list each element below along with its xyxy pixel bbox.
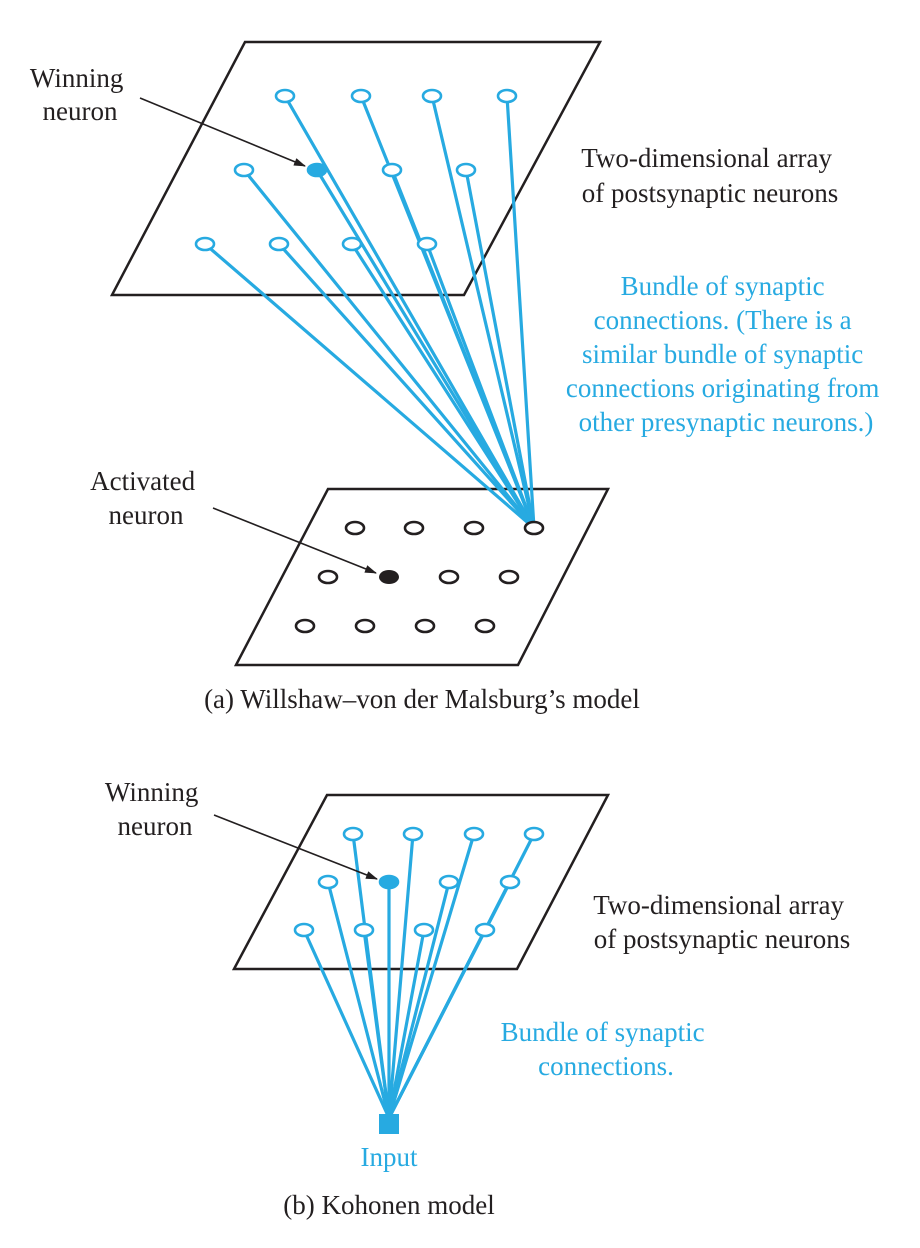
- connection-line: [387, 928, 426, 1120]
- array-label-b: Two-dimensional array of postsynaptic ne…: [593, 890, 851, 954]
- postsynaptic-neuron: [342, 826, 364, 842]
- array-label-a: Two-dimensional array of postsynaptic ne…: [581, 143, 839, 208]
- postsynaptic-neuron: [233, 162, 255, 178]
- postsynaptic-neuron: [474, 922, 496, 938]
- connection-line: [387, 832, 476, 1120]
- presynaptic-neuron: [438, 569, 460, 585]
- connection-line: [315, 168, 536, 530]
- postsynaptic-plane-a: [109, 40, 603, 297]
- presynaptic-plane-a: [233, 487, 611, 667]
- bundle-label-b: Bundle of synaptic connections.: [501, 1017, 712, 1081]
- winning-neuron-label-a: Winning neuron: [30, 63, 130, 126]
- presynaptic-neurons-a: [294, 520, 545, 634]
- winning-neuron-b: [378, 874, 400, 890]
- panel-a: Winning neuron Two-dimensional array of …: [30, 40, 886, 714]
- synaptic-bundle-a: [203, 94, 536, 530]
- connection-line: [387, 880, 451, 1120]
- postsynaptic-neuron: [455, 162, 477, 178]
- connection-line: [387, 832, 415, 1120]
- presynaptic-neuron: [474, 618, 496, 634]
- caption-a: (a) Willshaw–von der Malsburg’s model: [204, 684, 640, 714]
- connection-line: [425, 242, 536, 530]
- bundle-label-a: Bundle of synaptic connections. (There i…: [566, 271, 886, 437]
- postsynaptic-neuron: [293, 922, 315, 938]
- connection-line: [362, 928, 391, 1120]
- presynaptic-neuron: [294, 618, 316, 634]
- caption-b: (b) Kohonen model: [283, 1190, 494, 1220]
- activated-neuron: [379, 570, 399, 584]
- winning-neuron-pointer-a: [139, 97, 306, 167]
- connection-line: [283, 94, 536, 530]
- presynaptic-neuron: [523, 520, 545, 536]
- connection-line: [326, 880, 391, 1120]
- winning-neuron-pointer-b: [213, 814, 378, 880]
- presynaptic-neuron: [414, 618, 436, 634]
- activated-neuron-label: Activated neuron: [90, 466, 202, 530]
- postsynaptic-neuron: [353, 922, 375, 938]
- postsynaptic-neuron: [268, 236, 290, 252]
- postsynaptic-neuron: [317, 874, 339, 890]
- postsynaptic-neuron: [421, 88, 443, 104]
- postsynaptic-neurons-a: [194, 88, 518, 252]
- connection-line: [203, 242, 536, 530]
- connection-line: [430, 94, 536, 530]
- presynaptic-neuron: [463, 520, 485, 536]
- postsynaptic-neuron: [499, 874, 521, 890]
- connection-line: [464, 168, 536, 530]
- presynaptic-neuron: [403, 520, 425, 536]
- connection-line: [387, 928, 487, 1120]
- input-node: [379, 1114, 399, 1134]
- winning-neuron-label-b: Winning neuron: [105, 777, 205, 841]
- postsynaptic-neuron: [350, 88, 372, 104]
- postsynaptic-neuron: [416, 236, 438, 252]
- connection-line: [302, 928, 391, 1120]
- connection-line: [242, 168, 536, 530]
- synaptic-bundle-b: [302, 832, 536, 1120]
- postsynaptic-neuron: [438, 874, 460, 890]
- postsynaptic-plane-b: [231, 793, 611, 971]
- input-label: Input: [361, 1142, 418, 1172]
- postsynaptic-neuron: [381, 162, 403, 178]
- connection-line: [350, 242, 536, 530]
- postsynaptic-neurons-b: [293, 826, 545, 938]
- connection-line: [277, 242, 536, 530]
- presynaptic-neuron: [498, 569, 520, 585]
- postsynaptic-neuron: [402, 826, 424, 842]
- presynaptic-neuron: [354, 618, 376, 634]
- connection-line: [505, 94, 536, 530]
- postsynaptic-neuron: [194, 236, 216, 252]
- postsynaptic-neuron: [523, 826, 545, 842]
- postsynaptic-neuron: [341, 236, 363, 252]
- postsynaptic-neuron: [496, 88, 518, 104]
- activated-neuron-pointer: [212, 507, 377, 574]
- panel-b: Winning neuron Two-dimensional array of …: [105, 777, 851, 1220]
- presynaptic-neuron: [344, 520, 366, 536]
- postsynaptic-neuron: [463, 826, 485, 842]
- winning-neuron-a: [306, 162, 328, 178]
- postsynaptic-neuron: [413, 922, 435, 938]
- presynaptic-neuron: [317, 569, 339, 585]
- postsynaptic-neuron: [274, 88, 296, 104]
